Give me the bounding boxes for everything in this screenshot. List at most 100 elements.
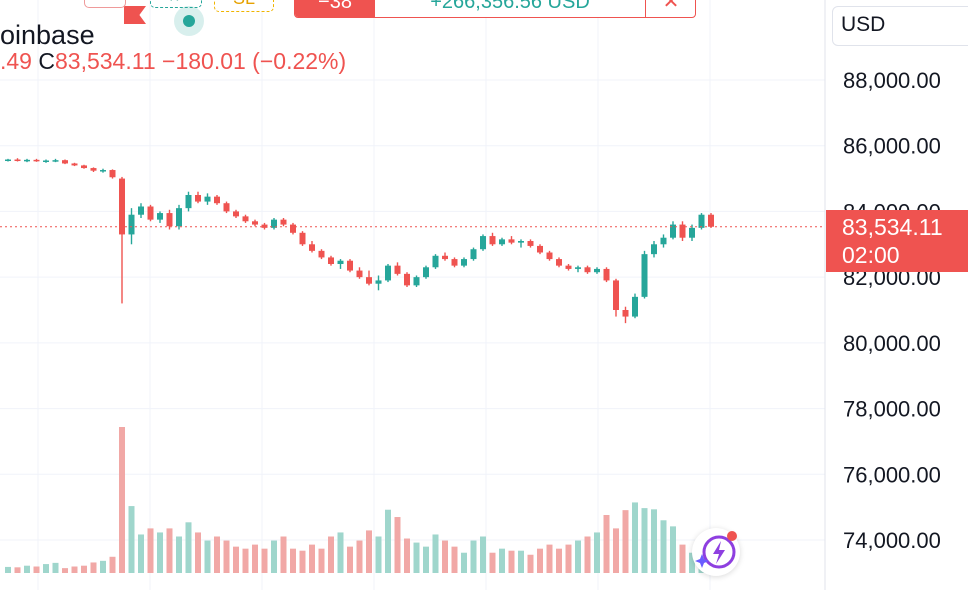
volume-bar: [214, 536, 220, 573]
volume-bar: [138, 534, 144, 573]
volume-bar: [43, 564, 49, 573]
price-axis[interactable]: 88,000.0086,000.0084,000.0082,000.0080,0…: [843, 68, 941, 553]
candle-body: [33, 159, 40, 162]
candle-body: [261, 224, 268, 228]
candle-body: [62, 160, 68, 164]
candle-body: [461, 259, 467, 266]
volume-bar: [347, 546, 353, 573]
candle-body: [195, 195, 201, 202]
ohlc-close-value: 83,534.11: [55, 48, 156, 74]
volume-bar: [5, 566, 11, 573]
volume-bar: [195, 532, 201, 573]
position-line-label[interactable]: −38 +266,356.56 USD ✕: [294, 0, 696, 18]
candle-body: [233, 211, 239, 217]
candle-body: [100, 170, 106, 172]
candle-body: [651, 244, 657, 255]
candle-body: [90, 168, 97, 171]
candle-body: [622, 310, 629, 317]
price-tick-label: 74,000.00: [843, 528, 941, 553]
volume-bar: [33, 566, 40, 573]
volume-bar: [242, 548, 249, 573]
candle-body: [660, 237, 667, 245]
candle-body: [81, 165, 87, 169]
stop-loss-button[interactable]: SL: [214, 0, 274, 12]
volume-bar: [442, 540, 448, 573]
volume-bar: [14, 567, 21, 573]
volume-bar: [299, 550, 306, 573]
volume-bar: [271, 540, 277, 573]
candle-body: [252, 221, 258, 225]
close-position-button[interactable]: ✕: [662, 0, 680, 13]
candle-body: [271, 219, 277, 228]
reverse-position-button[interactable]: ⇅: [84, 0, 126, 8]
candle-body: [309, 244, 315, 251]
candle-body: [280, 219, 287, 225]
volume-bar: [309, 544, 315, 573]
volume-bar: [62, 568, 68, 573]
volume-bar: [660, 520, 667, 573]
candle-body: [318, 250, 325, 258]
candle-body: [508, 239, 515, 243]
currency-selector[interactable]: USD: [832, 6, 968, 46]
volume-bar: [622, 510, 629, 573]
candle-body: [641, 254, 648, 297]
candle-body: [584, 267, 591, 273]
candle-body: [52, 160, 59, 162]
volume-bar: [537, 548, 543, 573]
candle-body: [147, 206, 154, 220]
last-price-value: 83,534.11: [842, 214, 943, 240]
candle-body: [489, 236, 496, 245]
candle-body: [109, 170, 116, 178]
candle-body: [432, 255, 439, 268]
ai-assistant-icon: [695, 531, 737, 569]
volume-bar: [546, 544, 553, 573]
price-tick-label: 76,000.00: [843, 462, 941, 487]
volume-bar: [290, 548, 296, 573]
volume-bar: [499, 548, 505, 573]
candle-body: [119, 178, 125, 235]
candle-body: [366, 277, 372, 284]
volume-bar: [71, 566, 78, 573]
volume-bar: [119, 427, 125, 573]
position-quantity: −38: [295, 0, 375, 17]
take-profit-button[interactable]: TP: [150, 0, 202, 8]
candle-body: [470, 249, 477, 260]
grid-lines: [0, 0, 825, 590]
candle-body: [24, 159, 30, 162]
volume-bar: [594, 532, 600, 573]
volume-bar: [679, 544, 686, 573]
volume-bar: [432, 534, 439, 573]
candle-body: [689, 227, 695, 238]
candle-body: [442, 255, 448, 260]
candle-body: [214, 196, 220, 204]
volume-bar: [24, 565, 30, 573]
volume-bar: [233, 546, 239, 573]
candle-body: [451, 259, 458, 266]
candle-body: [356, 270, 363, 278]
ai-assistant-button[interactable]: [692, 528, 740, 576]
tp-drag-dot-icon[interactable]: [174, 6, 204, 36]
flag-icon[interactable]: [124, 6, 146, 24]
candle-body: [594, 268, 600, 273]
volume-bar: [90, 562, 97, 573]
volume-bar: [261, 548, 268, 573]
volume-bar: [527, 554, 534, 573]
candle-body: [14, 159, 21, 162]
candle-body: [385, 265, 391, 281]
candle-body: [347, 260, 353, 271]
volume-bar: [508, 550, 515, 573]
candle-body: [565, 265, 572, 269]
volume-bar: [613, 528, 619, 573]
candle-body: [480, 236, 486, 250]
bar-countdown: 02:00: [842, 242, 900, 268]
volume-bar: [670, 526, 676, 573]
candle-body: [632, 296, 638, 317]
volume-bar: [280, 536, 287, 573]
volume-bar: [575, 540, 581, 573]
volume-bar: [518, 550, 524, 573]
candle-body: [166, 213, 173, 227]
candle-body: [157, 213, 163, 220]
volume-bar: [565, 544, 572, 573]
volume-bars: [5, 427, 714, 573]
